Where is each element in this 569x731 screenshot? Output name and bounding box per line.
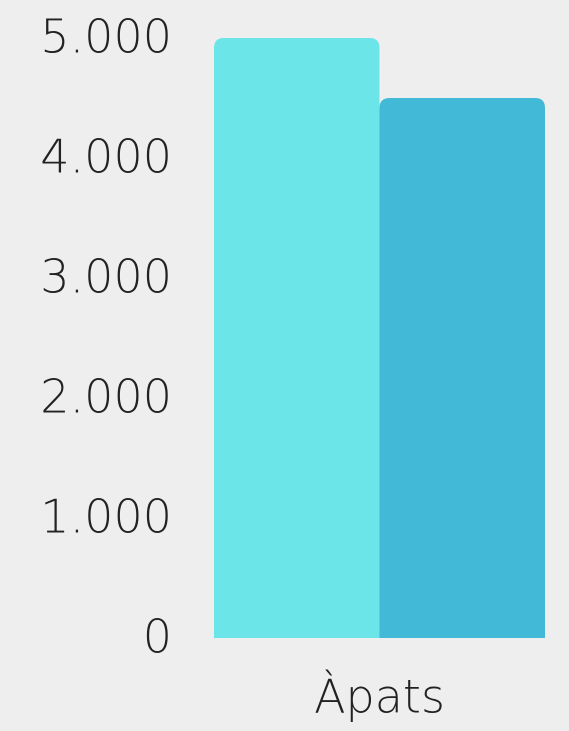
y-tick-label: 1.000 <box>40 490 172 544</box>
bar <box>214 38 380 638</box>
y-tick-label: 4.000 <box>40 130 172 184</box>
x-tick-label: Àpats <box>314 670 445 724</box>
y-tick-label: 0 <box>143 610 172 664</box>
y-tick-label: 3.000 <box>40 250 172 304</box>
y-tick-label: 2.000 <box>40 370 172 424</box>
y-tick-label: 5.000 <box>40 10 172 64</box>
bar <box>379 98 545 638</box>
